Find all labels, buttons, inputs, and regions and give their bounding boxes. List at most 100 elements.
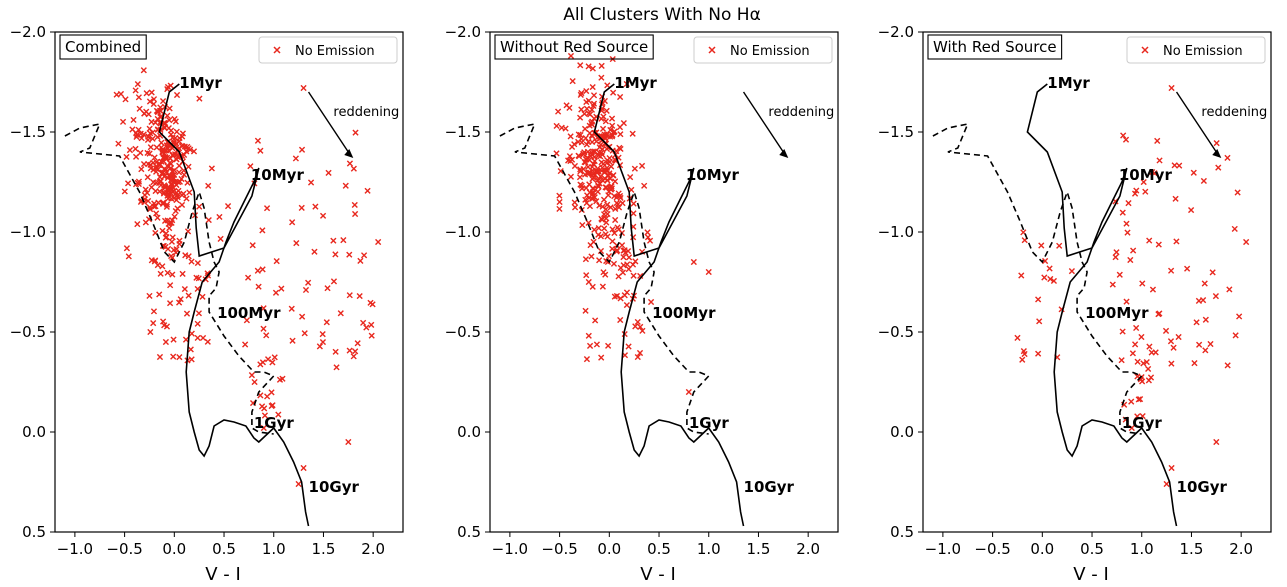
data-point: [319, 338, 327, 346]
data-point: [138, 166, 145, 173]
data-point: [589, 167, 596, 174]
data-point: [1042, 257, 1049, 265]
data-point: [627, 174, 634, 181]
data-point: [169, 175, 176, 182]
data-point: [598, 159, 605, 166]
data-point: [272, 289, 280, 296]
data-point: [1139, 413, 1146, 420]
data-point: [161, 173, 168, 180]
data-point: [598, 62, 605, 69]
data-point: [217, 235, 224, 242]
data-point: [1125, 200, 1132, 207]
data-point: [594, 168, 601, 175]
data-point: [567, 173, 575, 180]
data-point: [585, 170, 592, 177]
data-point: [634, 353, 641, 361]
data-point: [1232, 332, 1239, 339]
data-point: [1113, 249, 1120, 256]
data-point: [121, 188, 128, 195]
data-point: [204, 338, 211, 345]
data-point: [159, 97, 167, 105]
data-point: [300, 464, 307, 472]
data-point: [600, 269, 607, 276]
data-point: [1209, 269, 1216, 276]
data-point: [1163, 480, 1170, 488]
data-point: [1168, 267, 1175, 274]
data-point: [181, 285, 188, 293]
data-point: [579, 221, 586, 229]
data-point: [148, 89, 155, 96]
data-point: [150, 308, 158, 315]
data-point: [690, 258, 697, 266]
data-point: [130, 116, 137, 124]
y-tick-label: −2.0: [878, 23, 914, 41]
annotation-100myr: 100Myr: [1085, 304, 1149, 322]
data-point: [333, 364, 340, 371]
data-point: [188, 356, 195, 363]
data-point: [356, 292, 363, 300]
data-point: [589, 65, 596, 72]
data-point: [1020, 348, 1027, 355]
data-point: [647, 298, 655, 306]
data-point: [1147, 374, 1155, 381]
data-point: [260, 305, 267, 312]
data-point: [298, 146, 306, 153]
data-point: [1035, 350, 1042, 357]
data-point: [582, 256, 589, 263]
data-point: [208, 165, 215, 172]
data-point: [571, 199, 578, 206]
data-point: [160, 154, 167, 161]
data-point: [591, 148, 599, 155]
data-point: [577, 62, 584, 69]
data-point: [1123, 220, 1130, 227]
data-point: [298, 204, 305, 211]
data-point: [157, 270, 164, 277]
data-point: [146, 204, 153, 211]
data-point: [171, 167, 178, 174]
data-point: [1018, 272, 1025, 279]
data-point: [620, 254, 627, 261]
y-tick-label: −1.0: [445, 223, 481, 241]
annotation-1myr: 1Myr: [614, 74, 657, 92]
data-point: [1139, 280, 1146, 287]
data-point: [1120, 132, 1127, 139]
data-point: [632, 258, 639, 265]
data-point: [153, 144, 160, 151]
reddening-arrowhead: [779, 149, 789, 158]
data-point: [242, 341, 249, 348]
data-point: [257, 361, 264, 368]
data-point: [123, 153, 130, 161]
panel-title-box: [494, 34, 654, 60]
data-point: [618, 242, 626, 249]
legend-marker: [273, 46, 281, 54]
data-point: [345, 438, 352, 446]
data-point: [1168, 464, 1175, 472]
data-point: [172, 118, 179, 125]
data-point: [167, 282, 174, 289]
data-point: [604, 210, 611, 218]
data-point: [610, 89, 617, 96]
data-point: [175, 169, 183, 176]
data-point: [153, 210, 160, 217]
data-point: [556, 205, 563, 213]
data-point: [162, 153, 169, 161]
data-point: [596, 257, 603, 264]
data-point: [1176, 162, 1183, 169]
data-point: [1149, 286, 1157, 293]
data-point: [157, 107, 164, 115]
data-point: [364, 187, 371, 194]
data-point: [165, 172, 172, 179]
data-point: [583, 105, 591, 112]
data-point: [146, 125, 153, 132]
data-point: [173, 91, 181, 99]
data-point: [591, 226, 598, 233]
x-tick-label: 1.5: [312, 540, 336, 558]
data-point: [1138, 333, 1145, 341]
data-point: [311, 248, 318, 255]
reddening-arrow: [742, 91, 786, 156]
data-point: [180, 190, 187, 197]
data-point: [599, 177, 607, 184]
dashed-track: [64, 122, 276, 435]
annotation-100myr: 100Myr: [217, 304, 281, 322]
data-point: [1213, 140, 1220, 147]
